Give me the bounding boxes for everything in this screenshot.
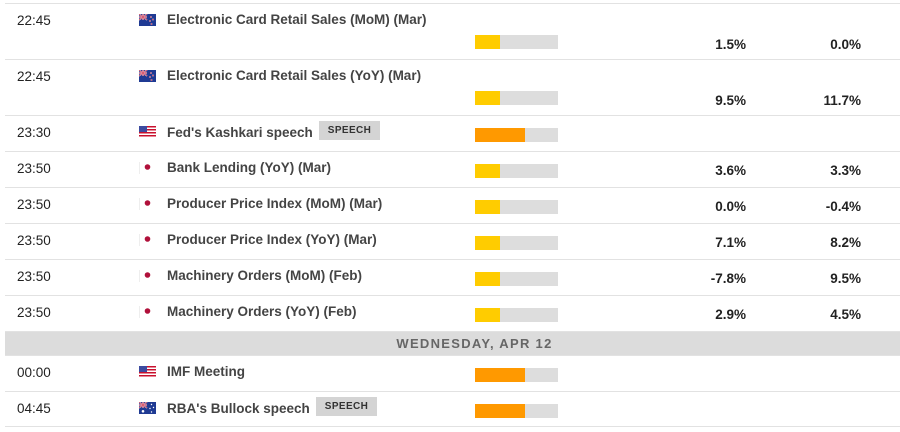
event-row[interactable]: 22:45 Electronic Card Retail Sales (MoM)…	[5, 3, 900, 59]
forecast-value: 9.5%	[830, 271, 861, 286]
speech-tag: SPEECH	[315, 397, 378, 416]
impact-meter-fill	[475, 236, 500, 250]
forecast-value: 4.5%	[830, 307, 861, 322]
event-time: 22:45	[17, 69, 51, 84]
event-row[interactable]: 23:50 Machinery Orders (YoY) (Feb) 2.9% …	[5, 295, 900, 331]
day-header-label: WEDNESDAY, APR 12	[396, 336, 553, 351]
event-title-cell[interactable]: IMF Meeting	[167, 364, 245, 379]
new-zealand-flag-icon	[138, 13, 156, 26]
impact-meter-low	[475, 164, 558, 178]
forecast-value: 3.3%	[830, 163, 861, 178]
event-time: 23:50	[17, 161, 51, 176]
event-title-cell[interactable]: Electronic Card Retail Sales (MoM) (Mar)	[167, 12, 427, 27]
new-zealand-flag-icon	[138, 69, 156, 82]
impact-meter-fill	[475, 272, 500, 286]
event-name[interactable]: Electronic Card Retail Sales (MoM) (Mar)	[167, 12, 427, 27]
impact-meter-fill	[475, 200, 500, 214]
event-time: 04:45	[17, 401, 51, 416]
impact-meter-fill	[475, 164, 500, 178]
event-time: 00:00	[17, 365, 51, 380]
actual-value: 3.6%	[715, 163, 746, 178]
event-time: 23:50	[17, 233, 51, 248]
impact-meter-medium	[475, 368, 558, 382]
forecast-value: 11.7%	[823, 93, 861, 108]
event-title-cell[interactable]: Producer Price Index (MoM) (Mar)	[167, 196, 382, 211]
event-title-cell[interactable]: Fed's Kashkari speech SPEECH	[167, 121, 381, 140]
forecast-value: 8.2%	[830, 235, 861, 250]
impact-meter-low	[475, 200, 558, 214]
japan-flag-icon	[139, 161, 156, 174]
actual-value: 7.1%	[715, 235, 746, 250]
event-row[interactable]: 00:00 IMF Meeting	[5, 355, 900, 391]
impact-meter-fill	[475, 308, 500, 322]
event-name[interactable]: Producer Price Index (MoM) (Mar)	[167, 196, 383, 211]
impact-meter-low	[475, 308, 558, 322]
actual-value: -7.8%	[710, 271, 746, 286]
actual-value: 9.5%	[715, 93, 746, 108]
event-name[interactable]: RBA's Bullock speech	[167, 400, 310, 416]
event-name[interactable]: Machinery Orders (MoM) (Feb)	[167, 268, 363, 283]
event-time: 23:50	[17, 197, 51, 212]
impact-meter-medium	[475, 404, 558, 418]
impact-meter-fill	[475, 404, 525, 418]
japan-flag-icon	[139, 305, 156, 318]
actual-value: 1.5%	[715, 37, 746, 52]
impact-meter-low	[475, 35, 558, 49]
event-row[interactable]: 23:30 Fed's Kashkari speech SPEECH	[5, 115, 900, 151]
event-title-cell[interactable]: RBA's Bullock speech SPEECH	[167, 397, 378, 416]
event-title-cell[interactable]: Producer Price Index (YoY) (Mar)	[167, 232, 377, 247]
event-name[interactable]: Producer Price Index (YoY) (Mar)	[167, 232, 377, 247]
event-row[interactable]: 23:50 Machinery Orders (MoM) (Feb) -7.8%…	[5, 259, 900, 295]
event-name[interactable]: Electronic Card Retail Sales (YoY) (Mar)	[167, 68, 422, 83]
united-states-flag-icon	[139, 125, 156, 138]
event-row[interactable]: 23:50 Producer Price Index (MoM) (Mar) 0…	[5, 187, 900, 223]
event-time: 23:50	[17, 269, 51, 284]
event-title-cell[interactable]: Machinery Orders (MoM) (Feb)	[167, 268, 362, 283]
event-title-cell[interactable]: Machinery Orders (YoY) (Feb)	[167, 304, 357, 319]
event-row[interactable]: 23:50 Producer Price Index (YoY) (Mar) 7…	[5, 223, 900, 259]
impact-meter-fill	[475, 368, 525, 382]
event-time: 23:50	[17, 305, 51, 320]
impact-meter-fill	[475, 35, 500, 49]
day-header: WEDNESDAY, APR 12	[5, 331, 900, 355]
event-name[interactable]: IMF Meeting	[167, 364, 245, 379]
event-time: 22:45	[17, 13, 51, 28]
actual-value: 2.9%	[715, 307, 746, 322]
event-name[interactable]: Machinery Orders (YoY) (Feb)	[167, 304, 357, 319]
speech-tag: SPEECH	[318, 121, 381, 140]
japan-flag-icon	[139, 269, 156, 282]
event-name[interactable]: Bank Lending (YoY) (Mar)	[167, 160, 331, 175]
event-title-cell[interactable]: Bank Lending (YoY) (Mar)	[167, 160, 331, 175]
impact-meter-fill	[475, 91, 500, 105]
event-row[interactable]: 23:50 Bank Lending (YoY) (Mar) 3.6% 3.3%	[5, 151, 900, 187]
forecast-value: 0.0%	[830, 37, 861, 52]
impact-meter-medium	[475, 128, 558, 142]
event-time: 23:30	[17, 125, 51, 140]
forecast-value: -0.4%	[825, 199, 861, 214]
rows-current-day: 22:45 Electronic Card Retail Sales (MoM)…	[5, 3, 900, 331]
event-row[interactable]: 22:45 Electronic Card Retail Sales (YoY)…	[5, 59, 900, 115]
japan-flag-icon	[139, 233, 156, 246]
impact-meter-low	[475, 236, 558, 250]
economic-calendar-table: 22:45 Electronic Card Retail Sales (MoM)…	[5, 3, 900, 427]
event-title-cell[interactable]: Electronic Card Retail Sales (YoY) (Mar)	[167, 68, 421, 83]
impact-meter-low	[475, 272, 558, 286]
event-name[interactable]: Fed's Kashkari speech	[167, 124, 313, 140]
japan-flag-icon	[139, 197, 156, 210]
impact-meter-low	[475, 91, 558, 105]
actual-value: 0.0%	[715, 199, 746, 214]
united-states-flag-icon	[139, 365, 156, 378]
australia-flag-icon	[138, 401, 156, 414]
rows-next-day: 00:00 IMF Meeting 04:45 RBA's Bullock sp…	[5, 355, 900, 427]
impact-meter-fill	[475, 128, 525, 142]
event-row[interactable]: 04:45 RBA's Bullock speech SPEECH	[5, 391, 900, 427]
